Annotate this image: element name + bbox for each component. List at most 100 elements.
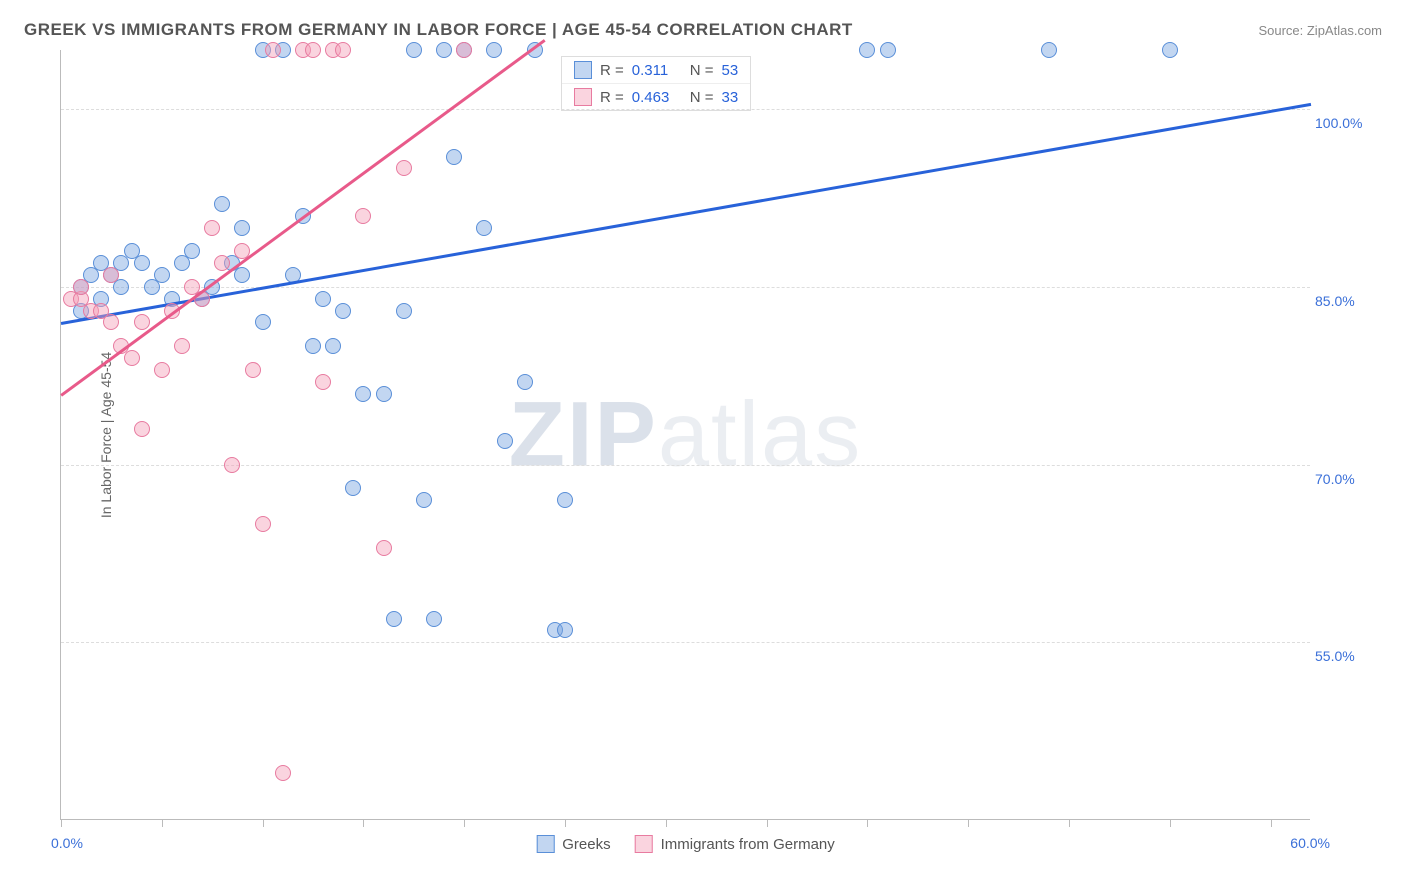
chart-header: GREEK VS IMMIGRANTS FROM GERMANY IN LABO… <box>24 20 1382 40</box>
x-tick <box>968 819 969 827</box>
data-point <box>154 267 170 283</box>
legend-item: Immigrants from Germany <box>635 835 835 853</box>
data-point <box>265 42 281 58</box>
legend-label: Immigrants from Germany <box>661 836 835 853</box>
data-point <box>325 338 341 354</box>
x-tick <box>162 819 163 827</box>
data-point <box>1162 42 1178 58</box>
data-point <box>134 421 150 437</box>
data-point <box>386 611 402 627</box>
data-point <box>355 208 371 224</box>
data-point <box>517 374 533 390</box>
data-point <box>234 267 250 283</box>
x-tick <box>61 819 62 827</box>
series-legend: Greeks Immigrants from Germany <box>536 835 835 853</box>
data-point <box>174 338 190 354</box>
source-attribution: Source: ZipAtlas.com <box>1258 23 1382 38</box>
data-point <box>305 338 321 354</box>
data-point <box>214 255 230 271</box>
x-tick <box>363 819 364 827</box>
data-point <box>486 42 502 58</box>
watermark-bold: ZIP <box>509 383 658 485</box>
data-point <box>134 314 150 330</box>
data-point <box>1041 42 1057 58</box>
y-tick-label: 55.0% <box>1315 648 1370 664</box>
data-point <box>234 220 250 236</box>
r-value: 0.463 <box>632 89 682 106</box>
data-point <box>255 516 271 532</box>
x-tick <box>1271 819 1272 827</box>
data-point <box>255 314 271 330</box>
trend-line <box>60 38 545 395</box>
data-point <box>184 243 200 259</box>
legend-swatch <box>574 61 592 79</box>
watermark: ZIPatlas <box>509 382 862 487</box>
data-point <box>436 42 452 58</box>
legend-swatch <box>635 835 653 853</box>
x-label-max: 60.0% <box>1290 835 1330 851</box>
data-point <box>355 386 371 402</box>
chart-title: GREEK VS IMMIGRANTS FROM GERMANY IN LABO… <box>24 20 853 40</box>
x-tick <box>767 819 768 827</box>
data-point <box>214 196 230 212</box>
y-axis-title: In Labor Force | Age 45-54 <box>98 351 114 517</box>
y-tick-label: 85.0% <box>1315 293 1370 309</box>
n-value: 53 <box>722 62 739 79</box>
correlation-legend: R =0.311N =53R =0.463N =33 <box>561 56 751 111</box>
gridline <box>61 642 1310 643</box>
data-point <box>315 291 331 307</box>
data-point <box>396 160 412 176</box>
x-tick <box>464 819 465 827</box>
r-value: 0.311 <box>632 62 682 79</box>
x-tick <box>867 819 868 827</box>
x-tick <box>263 819 264 827</box>
data-point <box>335 303 351 319</box>
data-point <box>406 42 422 58</box>
data-point <box>476 220 492 236</box>
data-point <box>426 611 442 627</box>
data-point <box>456 42 472 58</box>
data-point <box>416 492 432 508</box>
legend-swatch <box>574 88 592 106</box>
r-label: R = <box>600 62 624 79</box>
data-point <box>335 42 351 58</box>
data-point <box>204 220 220 236</box>
data-point <box>275 765 291 781</box>
gridline <box>61 465 1310 466</box>
legend-row: R = 0.311 N = 53 <box>562 57 750 84</box>
legend-label: Greeks <box>562 836 610 853</box>
n-label: N = <box>690 62 714 79</box>
y-tick-label: 70.0% <box>1315 471 1370 487</box>
legend-item: Greeks <box>536 835 610 853</box>
gridline <box>61 109 1310 110</box>
data-point <box>859 42 875 58</box>
trend-line <box>61 103 1311 325</box>
legend-row: R =0.463N =33 <box>562 84 750 110</box>
data-point <box>103 314 119 330</box>
x-tick <box>666 819 667 827</box>
data-point <box>124 350 140 366</box>
data-point <box>245 362 261 378</box>
data-point <box>557 492 573 508</box>
data-point <box>134 255 150 271</box>
r-label: R = <box>600 89 624 106</box>
legend-swatch <box>536 835 554 853</box>
gridline <box>61 287 1310 288</box>
data-point <box>446 149 462 165</box>
scatter-chart: In Labor Force | Age 45-54 ZIPatlas R = 0… <box>60 50 1310 820</box>
data-point <box>224 457 240 473</box>
data-point <box>557 622 573 638</box>
y-tick-label: 100.0% <box>1315 115 1370 131</box>
x-tick <box>1069 819 1070 827</box>
data-point <box>154 362 170 378</box>
x-label-min: 0.0% <box>51 835 83 851</box>
data-point <box>345 480 361 496</box>
data-point <box>396 303 412 319</box>
data-point <box>497 433 513 449</box>
data-point <box>880 42 896 58</box>
data-point <box>376 386 392 402</box>
data-point <box>315 374 331 390</box>
x-tick <box>565 819 566 827</box>
data-point <box>103 267 119 283</box>
n-label: N = <box>690 89 714 106</box>
